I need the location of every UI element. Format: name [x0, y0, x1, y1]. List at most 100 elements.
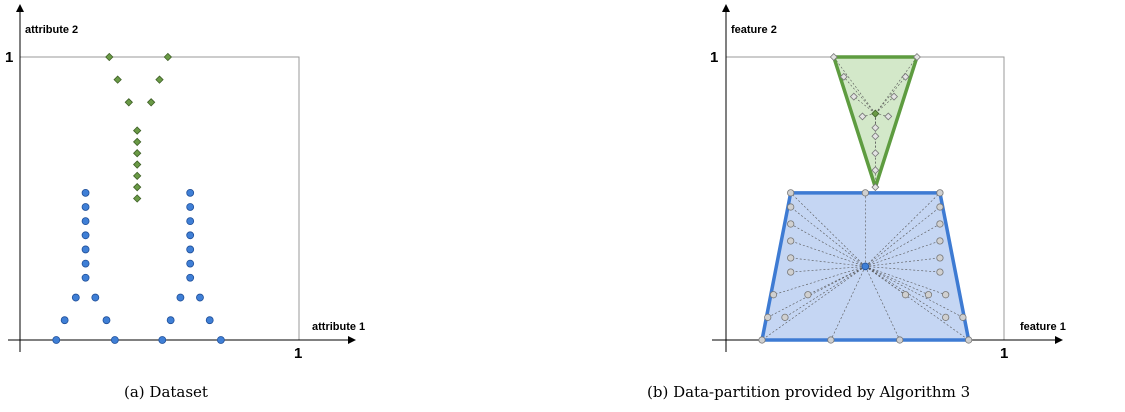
dataset-circle-point: [52, 336, 61, 344]
panel-b-caption: (b) Data-partition provided by Algorithm…: [647, 383, 970, 401]
partition-circle-point: [827, 336, 835, 344]
partition-circle-point: [936, 189, 944, 197]
partition-circle-point: [787, 203, 795, 211]
dataset-diamond-point: [133, 183, 142, 192]
panel-b-regions: [758, 53, 973, 344]
partition-circle-point: [769, 291, 778, 299]
dataset-diamond-point: [133, 149, 142, 158]
dataset-circle-point: [186, 217, 195, 226]
panel-b: feature 2 feature 1 1 1 (b) Data-partiti…: [647, 4, 1066, 401]
dataset-diamond-point: [124, 98, 133, 107]
partition-circle-point: [965, 336, 973, 344]
partition-spoke: [773, 266, 866, 296]
partition-circle-point: [787, 220, 795, 228]
panel-a-x-tick-label: 1: [294, 345, 302, 362]
dataset-circle-point: [186, 203, 195, 211]
partition-diamond-point: [913, 53, 921, 61]
partition-diamond-point: [890, 92, 898, 101]
partition-spoke: [790, 240, 866, 267]
dataset-circle-point: [60, 316, 69, 325]
partition-spoke: [865, 257, 940, 267]
dataset-diamond-point: [133, 137, 142, 147]
dataset-diamond-point: [133, 160, 142, 169]
partition-diamond-point: [858, 112, 867, 121]
dataset-circle-point: [71, 293, 80, 302]
dataset-circle-point: [176, 293, 185, 302]
partition-spoke: [865, 266, 901, 341]
partition-circle-point: [861, 189, 869, 197]
dataset-circle-point: [205, 316, 214, 325]
partition-diamond-point: [839, 72, 848, 81]
dataset-circle-point: [102, 316, 111, 325]
dataset-circle-point: [81, 217, 90, 226]
partition-circle-point: [787, 237, 795, 245]
region-boundary: [832, 55, 919, 189]
partition-circle-point: [804, 291, 812, 299]
dataset-diamond-point: [163, 52, 173, 62]
partition-circle-point: [787, 268, 795, 276]
dataset-circle-point: [81, 273, 90, 282]
panel-a-y-axis-label: attribute 2: [25, 24, 78, 36]
partition-diamond-point: [871, 166, 880, 175]
partition-circle-point: [781, 313, 789, 321]
panel-a-unit-box: [19, 56, 300, 341]
partition-diamond-point: [884, 112, 893, 121]
partition-circle-point: [787, 189, 795, 197]
green-region: [829, 53, 921, 192]
dataset-diamond-point: [146, 98, 156, 107]
region-center-point: [861, 262, 870, 271]
panel-a: attribute 2 attribute 1 1 1 (a) Dataset: [5, 4, 365, 401]
dataset-circle-point: [81, 203, 90, 211]
partition-spoke: [761, 266, 866, 341]
dataset-diamond-point: [113, 75, 122, 84]
panel-b-x-axis-label: feature 1: [1020, 321, 1066, 333]
dataset-circle-point: [216, 336, 225, 344]
dataset-circle-point: [81, 245, 90, 254]
partition-diamond-point: [871, 183, 880, 192]
dataset-circle-point: [186, 231, 195, 240]
partition-spoke: [807, 266, 866, 295]
partition-spoke: [790, 192, 866, 267]
partition-spoke: [853, 96, 876, 114]
panel-b-x-tick-label: 1: [1000, 345, 1008, 362]
dataset-diamond-point: [133, 194, 142, 203]
partition-spoke: [865, 266, 940, 273]
partition-circle-point: [936, 220, 944, 228]
partition-spoke: [865, 266, 929, 295]
partition-circle-point: [924, 291, 933, 299]
partition-spoke: [843, 76, 876, 114]
partition-spoke: [875, 96, 895, 114]
partition-spoke: [830, 266, 866, 341]
dataset-diamond-point: [105, 52, 114, 62]
partition-diamond-point: [871, 132, 880, 141]
partition-spoke: [790, 266, 866, 273]
partition-circle-point: [936, 203, 944, 211]
partition-circle-point: [936, 237, 944, 245]
dataset-circle-point: [186, 259, 195, 268]
panel-a-caption: (a) Dataset: [124, 383, 208, 401]
dataset-diamond-point: [155, 75, 164, 84]
panel-b-y-axis-label: feature 2: [731, 24, 777, 36]
dataset-circle-point: [186, 245, 195, 254]
dataset-circle-point: [110, 336, 119, 344]
partition-circle-point: [942, 313, 950, 321]
partition-circle-point: [936, 268, 944, 276]
dataset-diamond-point: [133, 171, 142, 181]
partition-diamond-point: [871, 123, 880, 132]
panel-a-points: [52, 52, 225, 344]
dataset-circle-point: [81, 231, 90, 240]
region-center-point: [871, 109, 880, 118]
dataset-circle-point: [186, 273, 195, 282]
partition-diamond-point: [901, 72, 910, 81]
partition-spoke: [865, 266, 906, 295]
partition-circle-point: [959, 313, 967, 321]
partition-spoke: [865, 240, 941, 267]
dataset-circle-point: [91, 293, 100, 302]
partition-diamond-point: [829, 53, 838, 61]
partition-circle-point: [936, 254, 944, 262]
dataset-circle-point: [186, 188, 195, 197]
dataset-diamond-point: [133, 126, 142, 135]
partition-spoke: [790, 257, 866, 267]
panel-b-y-tick-label: 1: [710, 49, 718, 66]
